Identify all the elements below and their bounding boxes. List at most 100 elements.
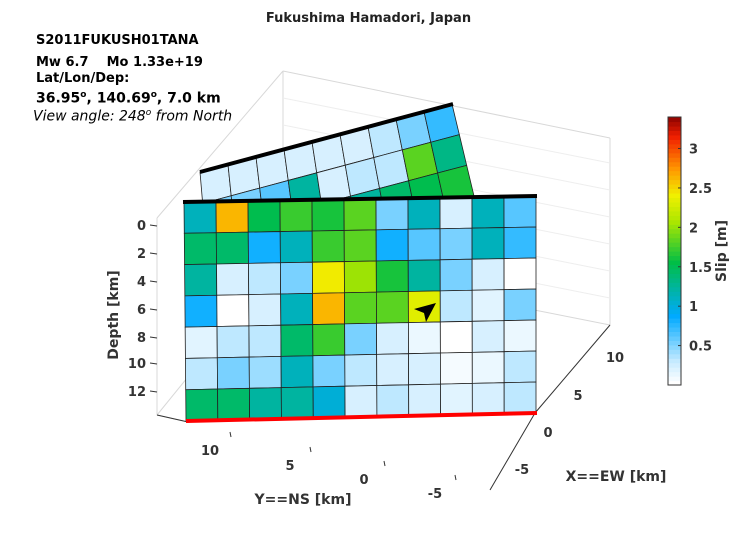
moment-magnitude: Mw 6.7 — [36, 55, 89, 70]
front-fault-cell — [439, 196, 473, 230]
front-fault-cell — [343, 260, 377, 294]
colorbar-segment — [668, 367, 681, 373]
front-fault-cell — [376, 353, 410, 386]
front-fault-cell — [408, 383, 441, 417]
view-angle-suffix: from North — [151, 108, 233, 125]
axis-labels: Depth [km] Y==NS [km] X==EW [km] — [106, 270, 666, 508]
box-edge — [156, 414, 189, 423]
colorbar-segment — [668, 286, 681, 292]
front-fault-cell — [216, 356, 250, 390]
colorbar-segment — [668, 295, 681, 301]
colorbar-segment — [668, 130, 681, 136]
colorbar-segment — [668, 197, 681, 203]
colorbar-segment — [668, 268, 681, 274]
colorbar-label: Slip [m] — [714, 220, 730, 282]
view-angle: View angle: 248o from North — [33, 108, 232, 125]
colorbar-segment — [668, 175, 681, 181]
depth-tick-label: 2 — [137, 247, 146, 262]
colorbar-tick-label: 1.5 — [689, 261, 712, 276]
colorbar-segment — [668, 157, 681, 163]
colorbar-segment — [668, 161, 681, 167]
front-fault-cell — [248, 262, 282, 296]
front-fault-cell — [503, 226, 537, 260]
colorbar-frame — [667, 116, 682, 386]
front-fault-cell — [375, 197, 409, 231]
colorbar-segment — [668, 300, 681, 306]
latlon-label: Lat/Lon/Dep: — [36, 71, 130, 86]
front-fault-cell — [312, 292, 346, 325]
colorbar-segment — [668, 152, 681, 158]
front-fault-cell — [344, 353, 378, 387]
front-fault-cell — [184, 294, 218, 328]
colorbar-segment — [668, 326, 681, 332]
front-fault-cell — [217, 387, 251, 421]
front-fault-cell — [471, 382, 505, 415]
colorbar-tick-label: 2.5 — [689, 182, 712, 197]
front-fault-cell — [311, 198, 345, 232]
ew-tick-label: -5 — [515, 463, 529, 478]
front-fault-cell — [279, 230, 313, 264]
colorbar-segment — [668, 318, 681, 324]
colorbar-segment — [668, 273, 681, 279]
depth-value: 7.0 km — [167, 90, 221, 107]
ns-tick — [454, 474, 457, 481]
colorbar-segment — [668, 125, 681, 131]
colorbar-segment — [668, 246, 681, 252]
colorbar-segment — [668, 304, 681, 310]
ns-tick-label: 0 — [359, 473, 368, 488]
front-fault-cell — [439, 227, 473, 261]
chart-title: Fukushima Hamadori, Japan — [265, 11, 472, 26]
colorbar-segment — [668, 143, 681, 149]
colorbar-segment — [668, 291, 681, 297]
front-fault-cell — [312, 385, 346, 419]
front-fault-cell — [376, 384, 410, 418]
ew-axis-label: X==EW [km] — [566, 469, 667, 485]
colorbar-segment — [668, 282, 681, 288]
front-fault-cell — [183, 232, 217, 265]
colorbar-segment — [668, 184, 681, 190]
colorbar-segment — [668, 353, 681, 359]
front-fault-cell — [185, 357, 218, 391]
event-id: S2011FUKUSH01TANA — [36, 33, 199, 48]
front-fault-cell — [185, 388, 219, 422]
colorbar-segment — [668, 237, 681, 243]
colorbar-segment — [668, 331, 681, 337]
depth-axis-label: Depth [km] — [106, 270, 122, 359]
ns-tick-label: 5 — [285, 459, 294, 474]
hypocenter-line: 36.95o, 140.69o, 7.0 km — [36, 90, 221, 107]
front-fault-cell — [375, 259, 409, 293]
front-fault-cell — [311, 261, 345, 294]
colorbar-segment — [668, 380, 681, 386]
front-fault-cell — [376, 322, 409, 355]
ns-tick-label: -5 — [428, 487, 442, 502]
front-fault-cell — [375, 228, 409, 262]
front-fault-cell — [280, 386, 314, 420]
front-fault-cell — [216, 294, 250, 327]
depth-tick-label: 10 — [128, 357, 146, 372]
colorbar-segment — [668, 201, 681, 207]
depth-tick — [149, 308, 158, 311]
colorbar-segment — [668, 179, 681, 185]
front-fault-cell — [247, 231, 281, 264]
depth-tick-label: 6 — [137, 303, 146, 318]
front-fault-top-edge — [182, 194, 538, 204]
colorbar-segment — [668, 210, 681, 216]
colorbar-segment — [668, 242, 681, 248]
front-fault-cell — [503, 288, 537, 322]
box-edge — [534, 324, 611, 414]
ns-tick — [309, 446, 312, 453]
front-fault-cell — [471, 258, 505, 291]
colorbar-segment — [668, 277, 681, 283]
colorbar-segment — [668, 376, 681, 382]
seismic-moment: Mo 1.33e+19 — [106, 55, 203, 70]
colorbar-segment — [668, 362, 681, 368]
front-fault-cell — [439, 258, 473, 292]
front-fault-cell — [503, 319, 537, 353]
depth-tick — [149, 390, 158, 393]
front-fault-cell — [407, 197, 441, 230]
front-fault-cell — [471, 227, 505, 260]
front-fault-cell — [503, 381, 537, 415]
front-fault-cell — [408, 352, 441, 386]
colorbar-segment — [668, 139, 681, 145]
